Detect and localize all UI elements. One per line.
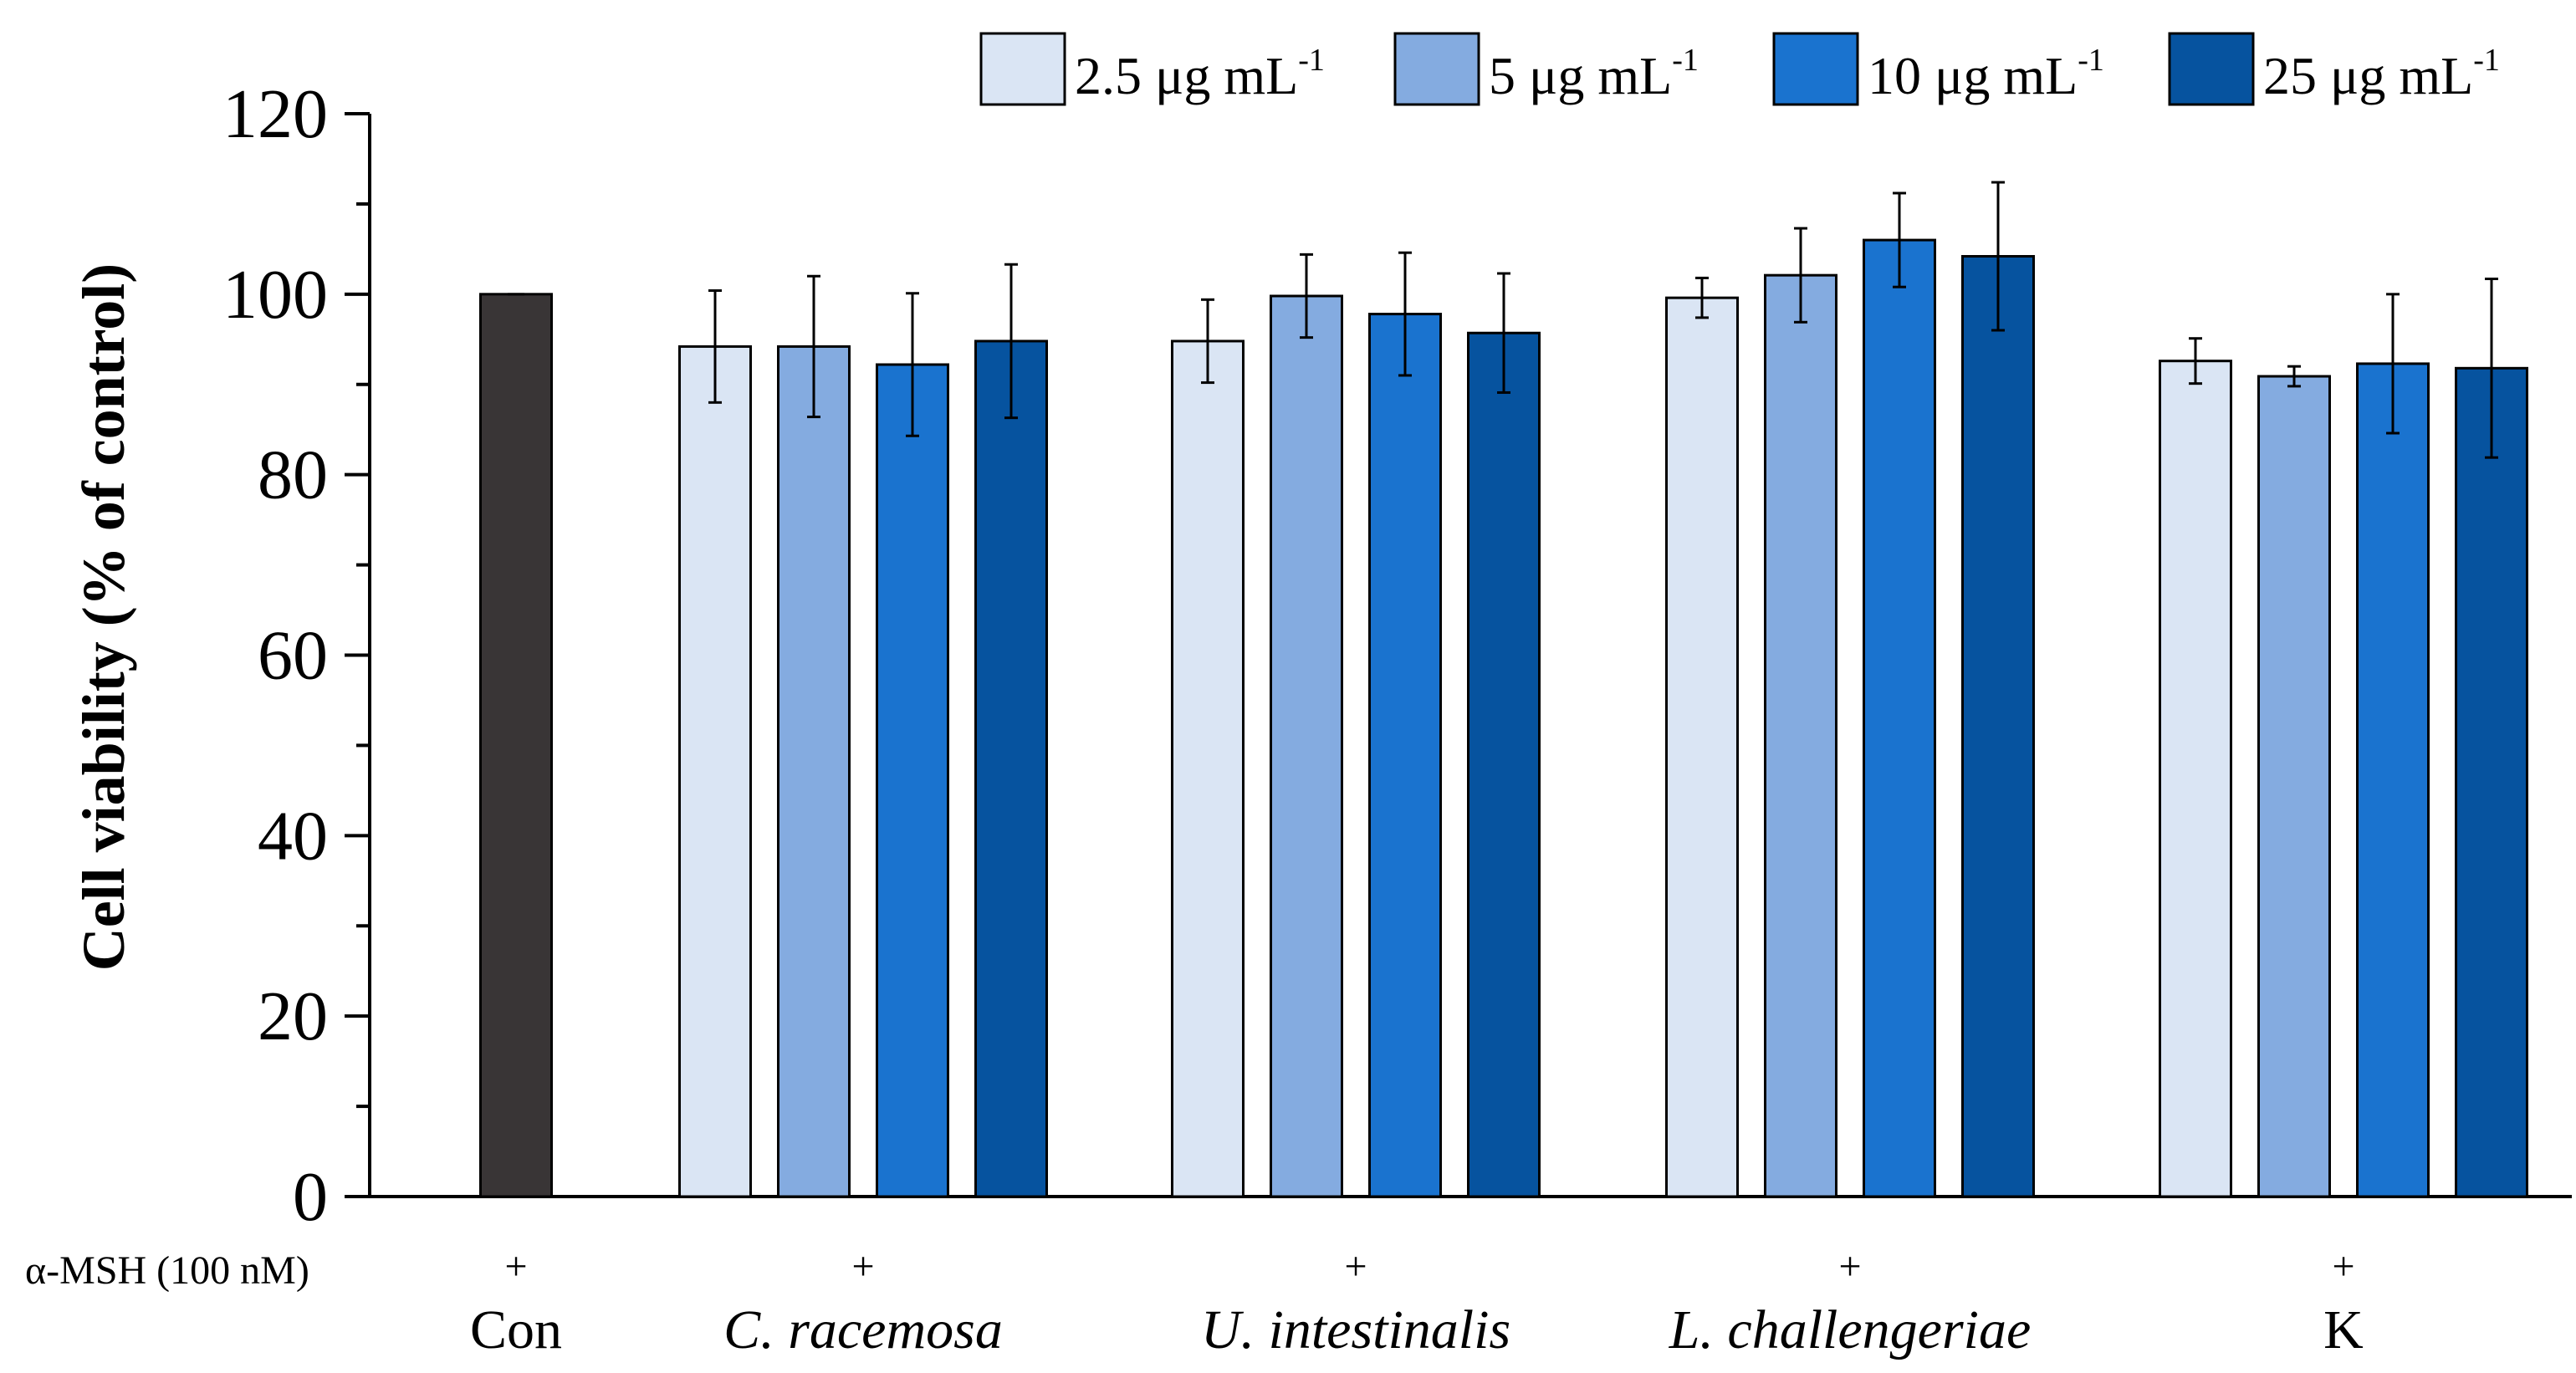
group-1-category-label: C. racemosa	[723, 1299, 1003, 1360]
labels-layer: 0 20 40 60 80 100 120 Cell viability (% of cont…	[25, 75, 2364, 1360]
y-tick-label: 40	[258, 797, 328, 875]
group-2-bar-series-3	[1368, 313, 1442, 1198]
legend-label-exponent: -1	[2473, 43, 2500, 78]
group-3-bar-series-3	[1863, 238, 1936, 1198]
group-3-bar-series-4	[1961, 255, 2035, 1198]
group-1-bar-series-1	[678, 345, 752, 1198]
group-1-bar-series-2	[777, 345, 851, 1198]
legend-swatch-4	[2168, 32, 2255, 106]
y-tick-label: 100	[222, 256, 328, 334]
treatment-row-label: α-MSH (100 nM)	[25, 1248, 309, 1293]
y-tick-label: 60	[258, 617, 328, 695]
group-4-category-label: K	[2323, 1299, 2364, 1360]
legend-swatch-3	[1772, 32, 1859, 106]
control-category-label: Con	[470, 1299, 562, 1360]
y-tick-label: 120	[222, 75, 328, 153]
group-4-bar-series-1	[2159, 360, 2232, 1198]
y-axis-title: Cell viability (% of control)	[70, 263, 137, 972]
group-4-bar-series-2	[2257, 375, 2331, 1198]
legend-label-exponent: -1	[1298, 43, 1325, 78]
legend-label-4: 25 μg mL-1	[2263, 43, 2500, 105]
legend: 2.5 μg mL-1 5 μg mL-1 10 μg mL-1 25 μg mL-1	[979, 32, 2500, 106]
error-bars-layer	[508, 181, 2498, 459]
group-4-bar-series-4	[2455, 366, 2528, 1198]
group-1-bar-series-4	[974, 339, 1048, 1198]
bar-control	[479, 293, 553, 1198]
group-1-treatment-mark: +	[851, 1244, 874, 1289]
group-1-bar-series-3	[876, 363, 949, 1198]
legend-label-exponent: -1	[1672, 43, 1699, 78]
y-tick-label: 80	[258, 436, 328, 514]
legend-label-exponent: -1	[2078, 43, 2104, 78]
group-2-bar-series-4	[1467, 331, 1541, 1198]
bars-layer	[479, 238, 2528, 1198]
group-2-category-label: U. intestinalis	[1201, 1299, 1510, 1360]
group-2-treatment-mark: +	[1344, 1244, 1367, 1289]
y-tick-label: 0	[293, 1158, 328, 1236]
group-2-bar-series-1	[1171, 339, 1245, 1198]
group-2-bar-series-2	[1270, 294, 1343, 1198]
legend-label-2: 5 μg mL-1	[1489, 43, 1699, 105]
y-tick-label: 20	[258, 977, 328, 1055]
group-3-treatment-mark: +	[1838, 1244, 1861, 1289]
group-4-bar-series-3	[2356, 362, 2430, 1198]
control-treatment-mark: +	[504, 1244, 527, 1289]
legend-label-1: 2.5 μg mL-1	[1075, 43, 1325, 105]
group-3-bar-series-1	[1665, 296, 1739, 1198]
legend-swatch-2	[1393, 32, 1480, 106]
legend-swatch-1	[979, 32, 1066, 106]
group-4-treatment-mark: +	[2332, 1244, 2354, 1289]
legend-label-3: 10 μg mL-1	[1868, 43, 2104, 105]
group-3-bar-series-2	[1764, 273, 1837, 1198]
group-3-category-label: L. challengeriae	[1669, 1299, 2032, 1360]
